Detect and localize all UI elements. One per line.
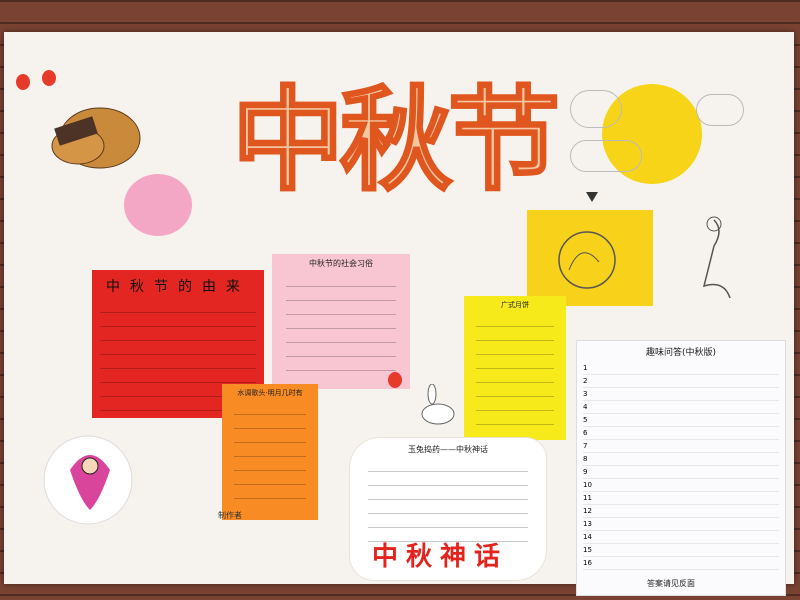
quiz-item: 1 [583,362,779,375]
myth-heading: 玉兔捣药——中秋神话 [408,445,488,454]
quiz-item: 2 [583,375,779,388]
quiz-item: 10 [583,479,779,492]
info-circle [124,174,192,236]
quiz-item: 12 [583,505,779,518]
quiz-sheet: 趣味问答(中秋版) 1 2 3 4 5 6 7 8 9 10 11 12 13 14 15 16 答案请见反面 [576,340,786,596]
rabbit-icon [414,383,458,426]
arrow-down-icon [586,192,598,202]
quiz-item: 5 [583,414,779,427]
quiz-item: 11 [583,492,779,505]
handwritten-lines [368,461,528,542]
quiz-list: 1 2 3 4 5 6 7 8 9 10 11 12 13 14 15 16 [583,362,779,570]
cloud-icon [570,140,642,172]
authors-text: 制作者 [218,511,242,520]
lantern-icon [16,74,30,90]
lantern-icon [42,70,56,86]
myth-title: 中秋神话 [372,542,509,572]
quiz-item: 8 [583,453,779,466]
quiz-item: 13 [583,518,779,531]
mooncake-card: 广式月饼 [464,296,566,440]
quiz-item: 7 [583,440,779,453]
fairy-icon [684,212,744,302]
quiz-item: 4 [583,401,779,414]
mooncake-heading: 广式月饼 [501,301,529,309]
yellow-note [527,210,653,306]
poster-board: 中秋节 中秋节的由来 中秋节的社会习俗 水调歌头·明月几时有 [4,32,794,596]
quiz-item: 16 [583,557,779,570]
poem-card: 水调歌头·明月几时有 [222,384,318,520]
handwritten-lines [476,316,554,425]
change-fairy-icon [40,430,140,540]
moon-rabbit-icon [558,231,616,289]
quiz-item: 9 [583,466,779,479]
myth-bubble: 玉兔捣药——中秋神话 [350,438,546,580]
poem-heading: 水调歌头·明月几时有 [237,389,303,397]
handwritten-lines [286,276,396,371]
handwritten-lines [100,302,256,411]
custom-heading: 中秋节的社会习俗 [309,259,373,268]
quiz-heading: 趣味问答(中秋版) [645,348,717,358]
handwritten-lines [234,404,306,499]
cloud-icon [570,90,622,128]
page-title: 中秋节 [231,74,562,208]
quiz-item: 15 [583,544,779,557]
custom-card: 中秋节的社会习俗 [272,254,410,389]
quiz-item: 6 [583,427,779,440]
mooncake-icon [48,94,144,172]
lantern-icon [388,372,402,388]
cloud-icon [696,94,744,126]
origin-heading: 中秋节的由来 [106,279,250,295]
quiz-item: 14 [583,531,779,544]
quiz-item: 3 [583,388,779,401]
quiz-footer: 答案请见反面 [647,579,695,588]
